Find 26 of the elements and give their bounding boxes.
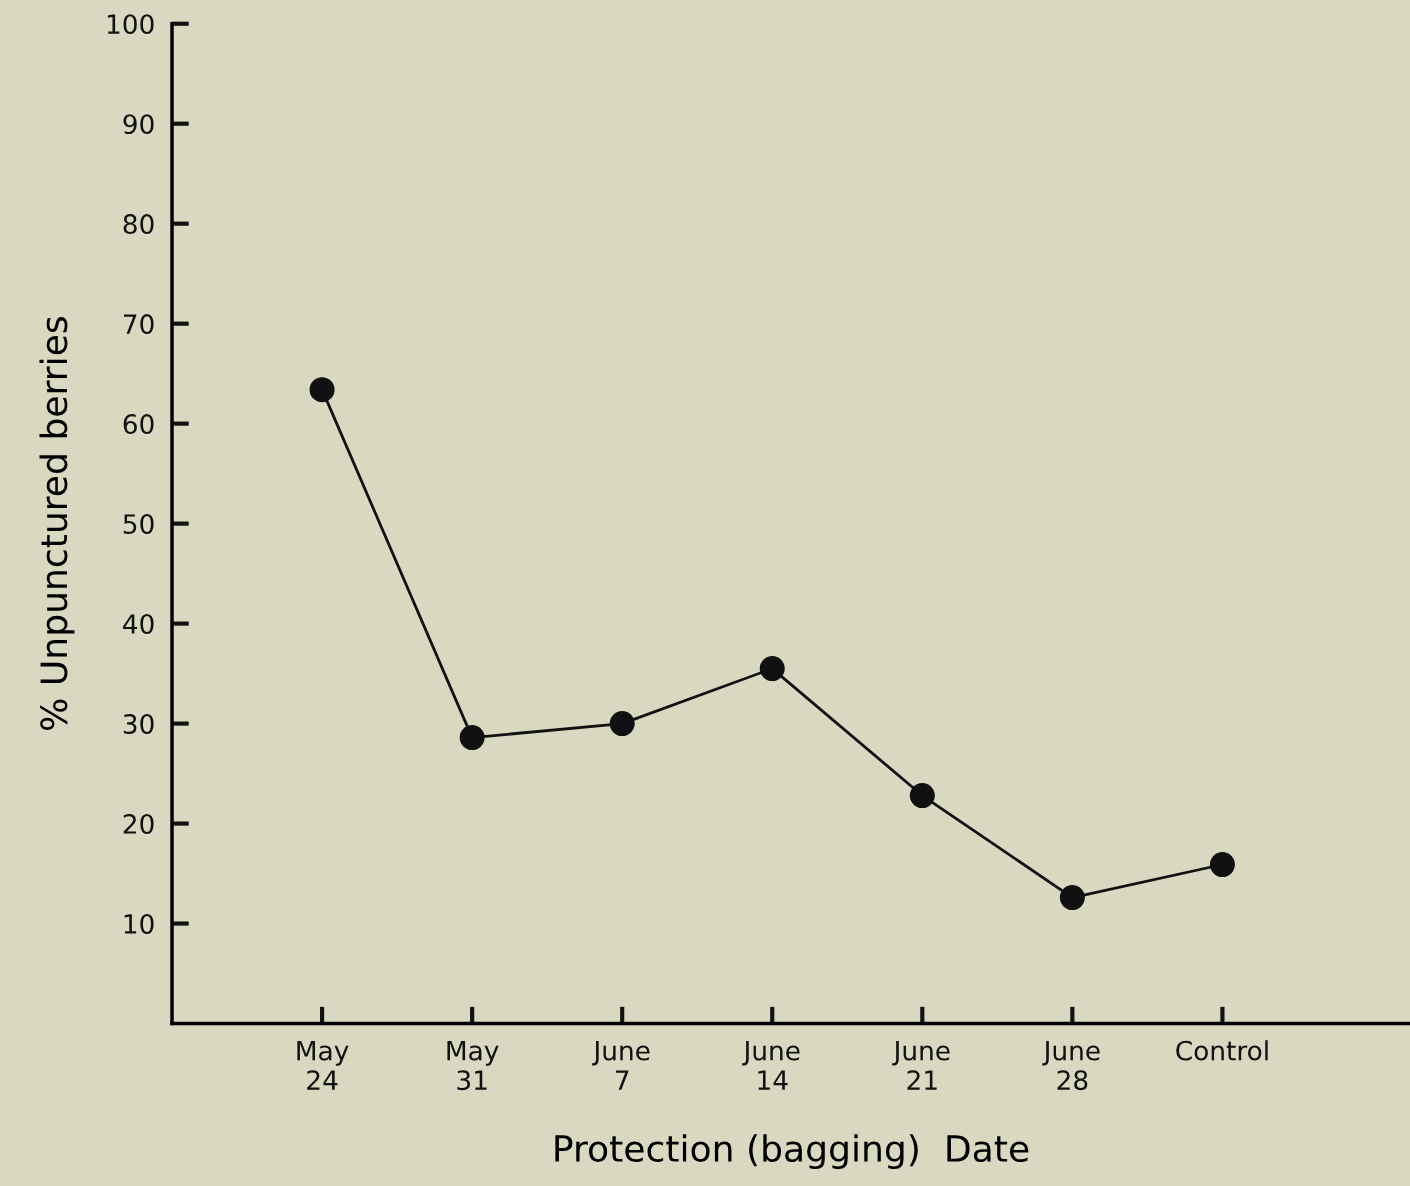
x-tick-label: June 21 xyxy=(892,1041,950,1090)
x-axis-title: Protection (bagging) Date xyxy=(555,1134,1029,1170)
x-tick-label: May 24 xyxy=(297,1041,349,1090)
point xyxy=(1209,852,1235,878)
y-tick-label: 60 xyxy=(123,414,154,435)
y-tick-label: 30 xyxy=(123,714,154,734)
point xyxy=(309,377,335,403)
y-tick-label: 90 xyxy=(123,114,154,135)
x-tick-label: June 7 xyxy=(592,1041,650,1090)
point xyxy=(609,711,635,737)
x-tick-label: June 14 xyxy=(742,1041,800,1090)
y-tick-label: 80 xyxy=(123,214,154,235)
point xyxy=(1059,885,1085,911)
point xyxy=(909,783,935,809)
y-tick-label: 20 xyxy=(123,814,154,834)
y-tick-label: 10 xyxy=(124,913,154,934)
point xyxy=(759,656,785,682)
y-axis-title: % Unpunctured berries xyxy=(39,317,75,730)
point xyxy=(459,725,485,751)
x-tick-label: June 28 xyxy=(1042,1041,1100,1091)
x-tick-label: Control xyxy=(1176,1040,1268,1061)
y-tick-label: 50 xyxy=(123,514,154,535)
y-tick-label: 70 xyxy=(123,314,154,335)
y-tick-label: 40 xyxy=(123,614,154,634)
x-tick-label: May 31 xyxy=(447,1041,499,1091)
y-tick-label: 100 xyxy=(107,14,154,35)
